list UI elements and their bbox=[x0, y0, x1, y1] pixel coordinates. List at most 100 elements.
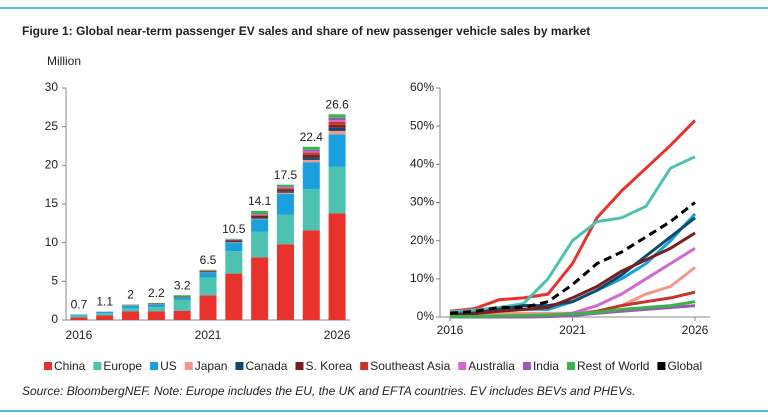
bar-segment bbox=[328, 114, 346, 118]
bar-segment bbox=[225, 251, 243, 274]
total-label: 2 bbox=[127, 288, 134, 302]
bar-segment bbox=[302, 152, 320, 155]
bar-segment bbox=[302, 154, 320, 158]
legend-label: Australia bbox=[468, 359, 515, 373]
bar-segment bbox=[302, 151, 320, 153]
bar-segment bbox=[302, 146, 320, 150]
bar-segment bbox=[96, 313, 114, 316]
series-line bbox=[449, 155, 696, 314]
bar-segment bbox=[251, 214, 269, 215]
legend-label: Japan bbox=[195, 359, 228, 373]
bar-segment bbox=[199, 277, 217, 296]
y-tick-label: 20% bbox=[410, 233, 434, 247]
bar-segment bbox=[276, 193, 294, 215]
bar-segment bbox=[199, 295, 217, 320]
y-tick-label: 0% bbox=[417, 309, 435, 323]
y-tick-label: 0 bbox=[51, 312, 58, 326]
bar-segment bbox=[302, 189, 320, 231]
total-label: 6.5 bbox=[200, 253, 217, 267]
legend-swatch bbox=[360, 362, 369, 370]
bar-segment bbox=[251, 215, 269, 218]
bar-segment bbox=[251, 215, 269, 216]
bar-segment bbox=[147, 307, 165, 312]
legend-swatch bbox=[184, 362, 193, 370]
y-tick-label: 10% bbox=[410, 271, 434, 285]
bar-segment bbox=[251, 257, 269, 320]
legend-swatch bbox=[93, 362, 102, 370]
bar-segment bbox=[302, 149, 320, 152]
series-line bbox=[449, 231, 696, 317]
x-tick-label: 2026 bbox=[324, 328, 351, 342]
legend-label: Europe bbox=[103, 359, 142, 373]
y-tick-label: 15 bbox=[45, 196, 59, 210]
bar-segment bbox=[122, 308, 140, 312]
bar-segment bbox=[147, 311, 165, 320]
bar-segment bbox=[173, 299, 191, 311]
bar-segment bbox=[225, 241, 243, 243]
series-line bbox=[449, 201, 696, 315]
legend-swatch bbox=[657, 362, 666, 370]
y-tick-label: 40% bbox=[410, 157, 434, 171]
x-tick-label: 2016 bbox=[437, 323, 464, 337]
bar-segment bbox=[70, 317, 88, 320]
bar-segment bbox=[276, 189, 294, 192]
total-label: 26.6 bbox=[325, 97, 349, 111]
bar-segment bbox=[276, 187, 294, 189]
bar-segment bbox=[328, 127, 346, 131]
bar-segment bbox=[122, 311, 140, 320]
x-tick-label: 2016 bbox=[66, 328, 93, 342]
y-tick-label: 20 bbox=[45, 158, 59, 172]
total-label: 2.2 bbox=[148, 286, 165, 300]
bar-segment bbox=[276, 192, 294, 194]
bar-segment bbox=[225, 273, 243, 320]
x-tick-label: 2021 bbox=[195, 328, 222, 342]
bar-segment bbox=[328, 213, 346, 320]
y-tick-label: 5 bbox=[51, 274, 58, 288]
y-axis-label: Million bbox=[47, 54, 81, 68]
bar-segment bbox=[199, 272, 217, 278]
bar-segment bbox=[199, 269, 217, 271]
bar-segment bbox=[173, 310, 191, 320]
bar-segment bbox=[302, 157, 320, 160]
bar-segment bbox=[70, 314, 88, 316]
bar-segment bbox=[199, 271, 217, 273]
bar-segment bbox=[147, 302, 165, 304]
bar-segment bbox=[251, 219, 269, 232]
bar-segment bbox=[251, 214, 269, 216]
bar-segment bbox=[302, 162, 320, 190]
bar-segment bbox=[276, 244, 294, 320]
bar-segment bbox=[251, 210, 269, 215]
bar-segment bbox=[302, 159, 320, 163]
legend-label: US bbox=[160, 359, 177, 373]
legend-swatch bbox=[150, 362, 159, 370]
total-label: 3.2 bbox=[174, 278, 191, 292]
bar-segment bbox=[328, 124, 346, 128]
bar-segment bbox=[328, 130, 346, 135]
bar-segment bbox=[225, 242, 243, 252]
bar-segment bbox=[173, 295, 191, 297]
bar-segment bbox=[328, 121, 346, 125]
legend-swatch bbox=[295, 362, 304, 370]
bar-segment bbox=[328, 166, 346, 214]
bar-segment bbox=[276, 184, 294, 187]
bar-segment bbox=[122, 305, 140, 309]
legend-swatch bbox=[522, 362, 531, 370]
bar-segment bbox=[225, 238, 243, 240]
bar-segment bbox=[276, 214, 294, 245]
bar-segment bbox=[276, 191, 294, 193]
source-note: Source: BloombergNEF. Note: Europe inclu… bbox=[22, 384, 635, 398]
y-tick-label: 30% bbox=[410, 195, 434, 209]
legend-swatch bbox=[458, 362, 467, 370]
legend-label: Global bbox=[667, 359, 702, 373]
bar-segment bbox=[328, 120, 346, 122]
legend-label: Southeast Asia bbox=[370, 359, 450, 373]
series-line bbox=[449, 119, 697, 313]
x-tick-label: 2021 bbox=[559, 323, 586, 337]
bar-segment bbox=[276, 188, 294, 190]
bar-segment bbox=[328, 117, 346, 121]
bar-segment bbox=[199, 271, 217, 272]
legend-swatch bbox=[235, 362, 244, 370]
legend-label: Rest of World bbox=[577, 359, 649, 373]
total-label: 10.5 bbox=[222, 222, 246, 236]
